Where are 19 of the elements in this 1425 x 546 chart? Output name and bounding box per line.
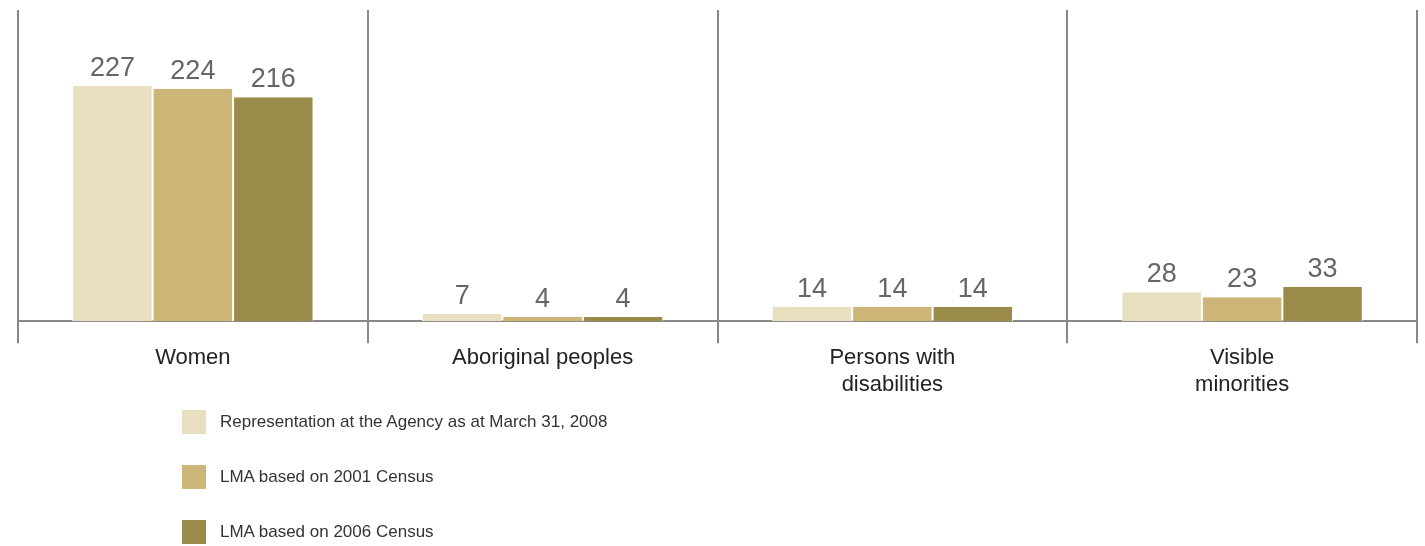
x-tick-label: Aboriginal peoples: [452, 344, 634, 370]
x-tick-label: Visible minorities: [1195, 344, 1290, 396]
data-label: 4: [615, 283, 631, 313]
data-label: 227: [89, 51, 135, 82]
x-tick-label: Persons with disabilities: [829, 344, 956, 396]
data-label: 4: [535, 283, 551, 313]
data-label: 216: [250, 63, 296, 94]
data-label: 28: [1146, 258, 1177, 289]
data-label: 33: [1307, 252, 1338, 283]
x-tick-label: Women: [155, 344, 231, 370]
data-label: 224: [170, 54, 216, 85]
data-label: 14: [796, 272, 827, 303]
data-label: 14: [957, 272, 988, 303]
legend-label: LMA based on 2006 Census: [220, 522, 434, 542]
data-label: 14: [877, 272, 908, 303]
legend-label: LMA based on 2001 Census: [220, 467, 434, 487]
data-label: 7: [454, 279, 470, 310]
data-label: 23: [1227, 263, 1258, 294]
legend-label: Representation at the Agency as at March 31, 2008: [220, 412, 608, 432]
